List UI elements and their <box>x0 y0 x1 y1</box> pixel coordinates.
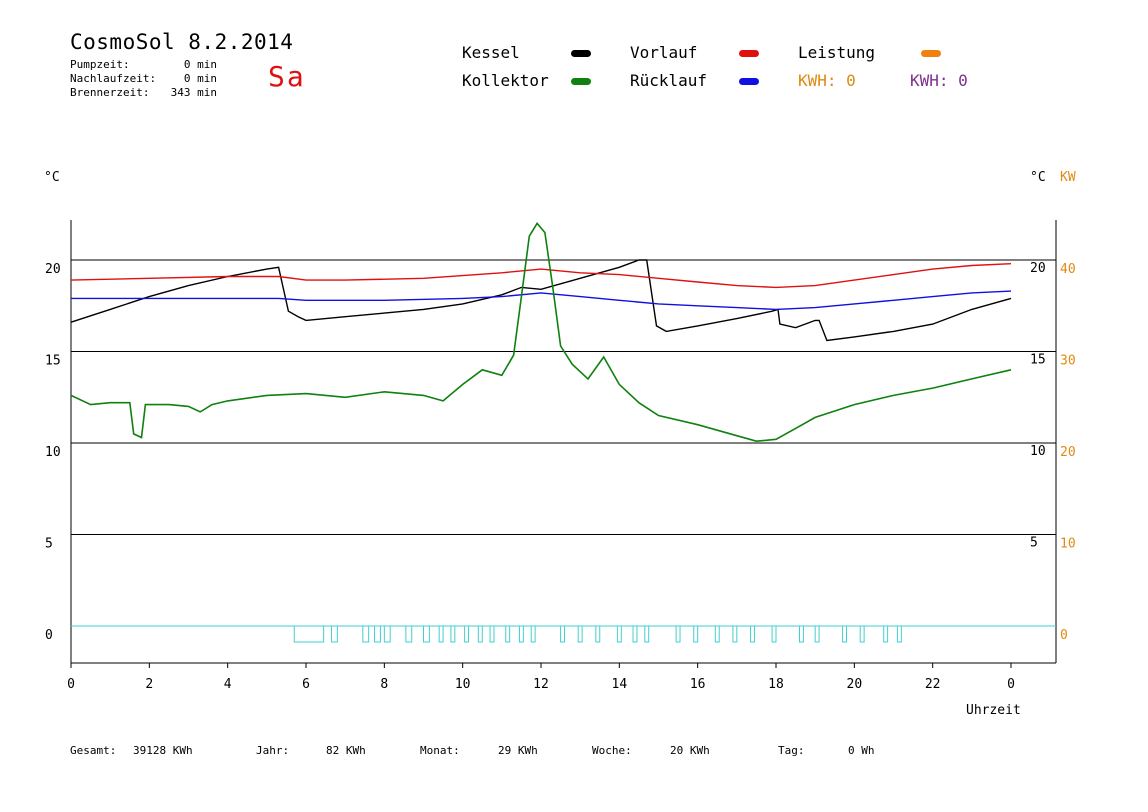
pump-pulse <box>489 625 495 643</box>
legend-ruecklauf-swatch <box>739 78 759 85</box>
pump-pulse <box>438 625 444 643</box>
y-tick-label-left: 5 <box>45 537 53 552</box>
pump-pulse <box>518 625 524 643</box>
pump-pulse <box>814 625 820 643</box>
stat-value-brennerzeit: 343 min <box>170 86 217 99</box>
pump-pulse <box>632 625 638 643</box>
x-tick-label: 16 <box>690 677 706 692</box>
y-tick-label-right: 15 <box>1030 353 1046 368</box>
pump-pulse <box>883 625 889 643</box>
stat-value-pumpzeit: 0 min <box>183 58 217 71</box>
y-tick-label-left: 0 <box>45 628 53 643</box>
x-tick-label: 6 <box>302 677 310 692</box>
legend-kessel-swatch <box>571 50 591 57</box>
pump-pulse <box>595 625 601 643</box>
pump-pulse <box>714 625 720 643</box>
pump-pulse <box>771 625 777 643</box>
pump-pulse <box>675 625 681 643</box>
legend-vorlauf-swatch <box>739 50 759 57</box>
pump-pulse <box>859 625 865 643</box>
x-tick-label: 2 <box>145 677 153 692</box>
legend-kwh-purple: KWH: 0 <box>910 71 968 90</box>
pump-pulse <box>644 625 650 643</box>
x-tick-label: 10 <box>455 677 471 692</box>
pump-pulse <box>383 625 391 643</box>
series-rcklauf <box>71 290 1012 311</box>
x-tick-label: 0 <box>1007 677 1015 692</box>
legend-leistung-swatch <box>921 50 941 57</box>
pump-pulse <box>616 625 622 643</box>
pump-pulse <box>732 625 738 643</box>
footer-woche-label: Woche: <box>592 744 632 757</box>
footer-woche-value: 20 KWh <box>670 744 710 757</box>
x-tick-label: 0 <box>67 677 75 692</box>
pump-pulse <box>577 625 583 643</box>
x-tick-label: 14 <box>612 677 628 692</box>
footer-jahr-label: Jahr: <box>256 744 290 757</box>
stat-label-nachlaufzeit: Nachlaufzeit: <box>70 72 157 85</box>
y-tick-label-kw: 10 <box>1060 537 1076 552</box>
x-tick-label: 18 <box>768 677 784 692</box>
x-tick-label: 4 <box>224 677 232 692</box>
legend-kollektor-swatch <box>571 78 591 85</box>
legend-kwh-orange: KWH: 0 <box>798 71 856 90</box>
x-tick-label: 12 <box>533 677 549 692</box>
pump-pulse <box>842 625 847 643</box>
y-tick-label-kw: 40 <box>1060 262 1076 277</box>
pump-pulse <box>450 625 456 643</box>
series-kollektor <box>70 222 1012 443</box>
pump-pulse <box>799 625 804 643</box>
pump-pulse <box>693 625 699 643</box>
footer-monat-label: Monat: <box>420 744 460 757</box>
footer-gesamt-label: Gesamt: <box>70 744 117 757</box>
pump-pulse <box>464 625 470 643</box>
pump-pulse <box>423 625 430 643</box>
footer-monat-value: 29 KWh <box>498 744 538 757</box>
footer-tag-label: Tag: <box>778 744 805 757</box>
x-axis-label: Uhrzeit <box>966 703 1021 718</box>
y-tick-label-right: 5 <box>1030 536 1038 551</box>
x-tick-label: 8 <box>380 677 388 692</box>
y-tick-label-right: 10 <box>1030 444 1046 459</box>
footer-jahr-value: 82 KWh <box>326 744 366 757</box>
legend-ruecklauf-label: Rücklauf <box>630 71 708 90</box>
right-axis-unit-kw: KW <box>1060 170 1076 185</box>
y-tick-label-kw: 0 <box>1060 628 1068 643</box>
pump-pulse <box>560 625 565 643</box>
pump-pulse <box>530 625 536 643</box>
y-tick-label-left: 10 <box>45 445 61 460</box>
y-tick-label-kw: 20 <box>1060 445 1076 460</box>
chart-title: CosmoSol 8.2.2014 <box>70 30 294 54</box>
x-tick-label: 20 <box>847 677 863 692</box>
x-tick-label: 22 <box>925 677 941 692</box>
stat-label-pumpzeit: Pumpzeit: <box>70 58 130 71</box>
y-tick-label-right: 20 <box>1030 261 1046 276</box>
legend-vorlauf-label: Vorlauf <box>630 43 698 62</box>
footer-gesamt-value: 39128 KWh <box>133 744 193 757</box>
pump-pulse <box>374 625 381 643</box>
footer-tag-value: 0 Wh <box>848 744 875 757</box>
pump-pulse <box>293 625 325 643</box>
weekday-label: Sa <box>268 60 306 93</box>
legend-kessel-label: Kessel <box>462 43 520 62</box>
stat-value-nachlaufzeit: 0 min <box>183 72 217 85</box>
y-tick-label-left: 15 <box>45 354 61 369</box>
pump-pulse <box>896 625 902 643</box>
pump-pulse <box>505 625 511 643</box>
pump-pulse <box>330 625 338 643</box>
legend-leistung-label: Leistung <box>798 43 876 62</box>
pump-pulse <box>405 625 413 643</box>
pump-pulse <box>477 625 483 643</box>
series-vorlauf <box>70 263 1012 289</box>
y-tick-label-kw: 30 <box>1060 354 1076 369</box>
stat-label-brennerzeit: Brennerzeit: <box>70 86 150 99</box>
legend-kollektor-label: Kollektor <box>462 71 549 90</box>
pump-pulse <box>750 625 755 643</box>
left-axis-unit: °C <box>44 170 60 185</box>
y-tick-label-left: 20 <box>45 262 61 277</box>
series-kessel <box>70 259 1012 342</box>
pump-pulse <box>362 625 370 643</box>
right-axis-unit: °C <box>1030 170 1046 185</box>
